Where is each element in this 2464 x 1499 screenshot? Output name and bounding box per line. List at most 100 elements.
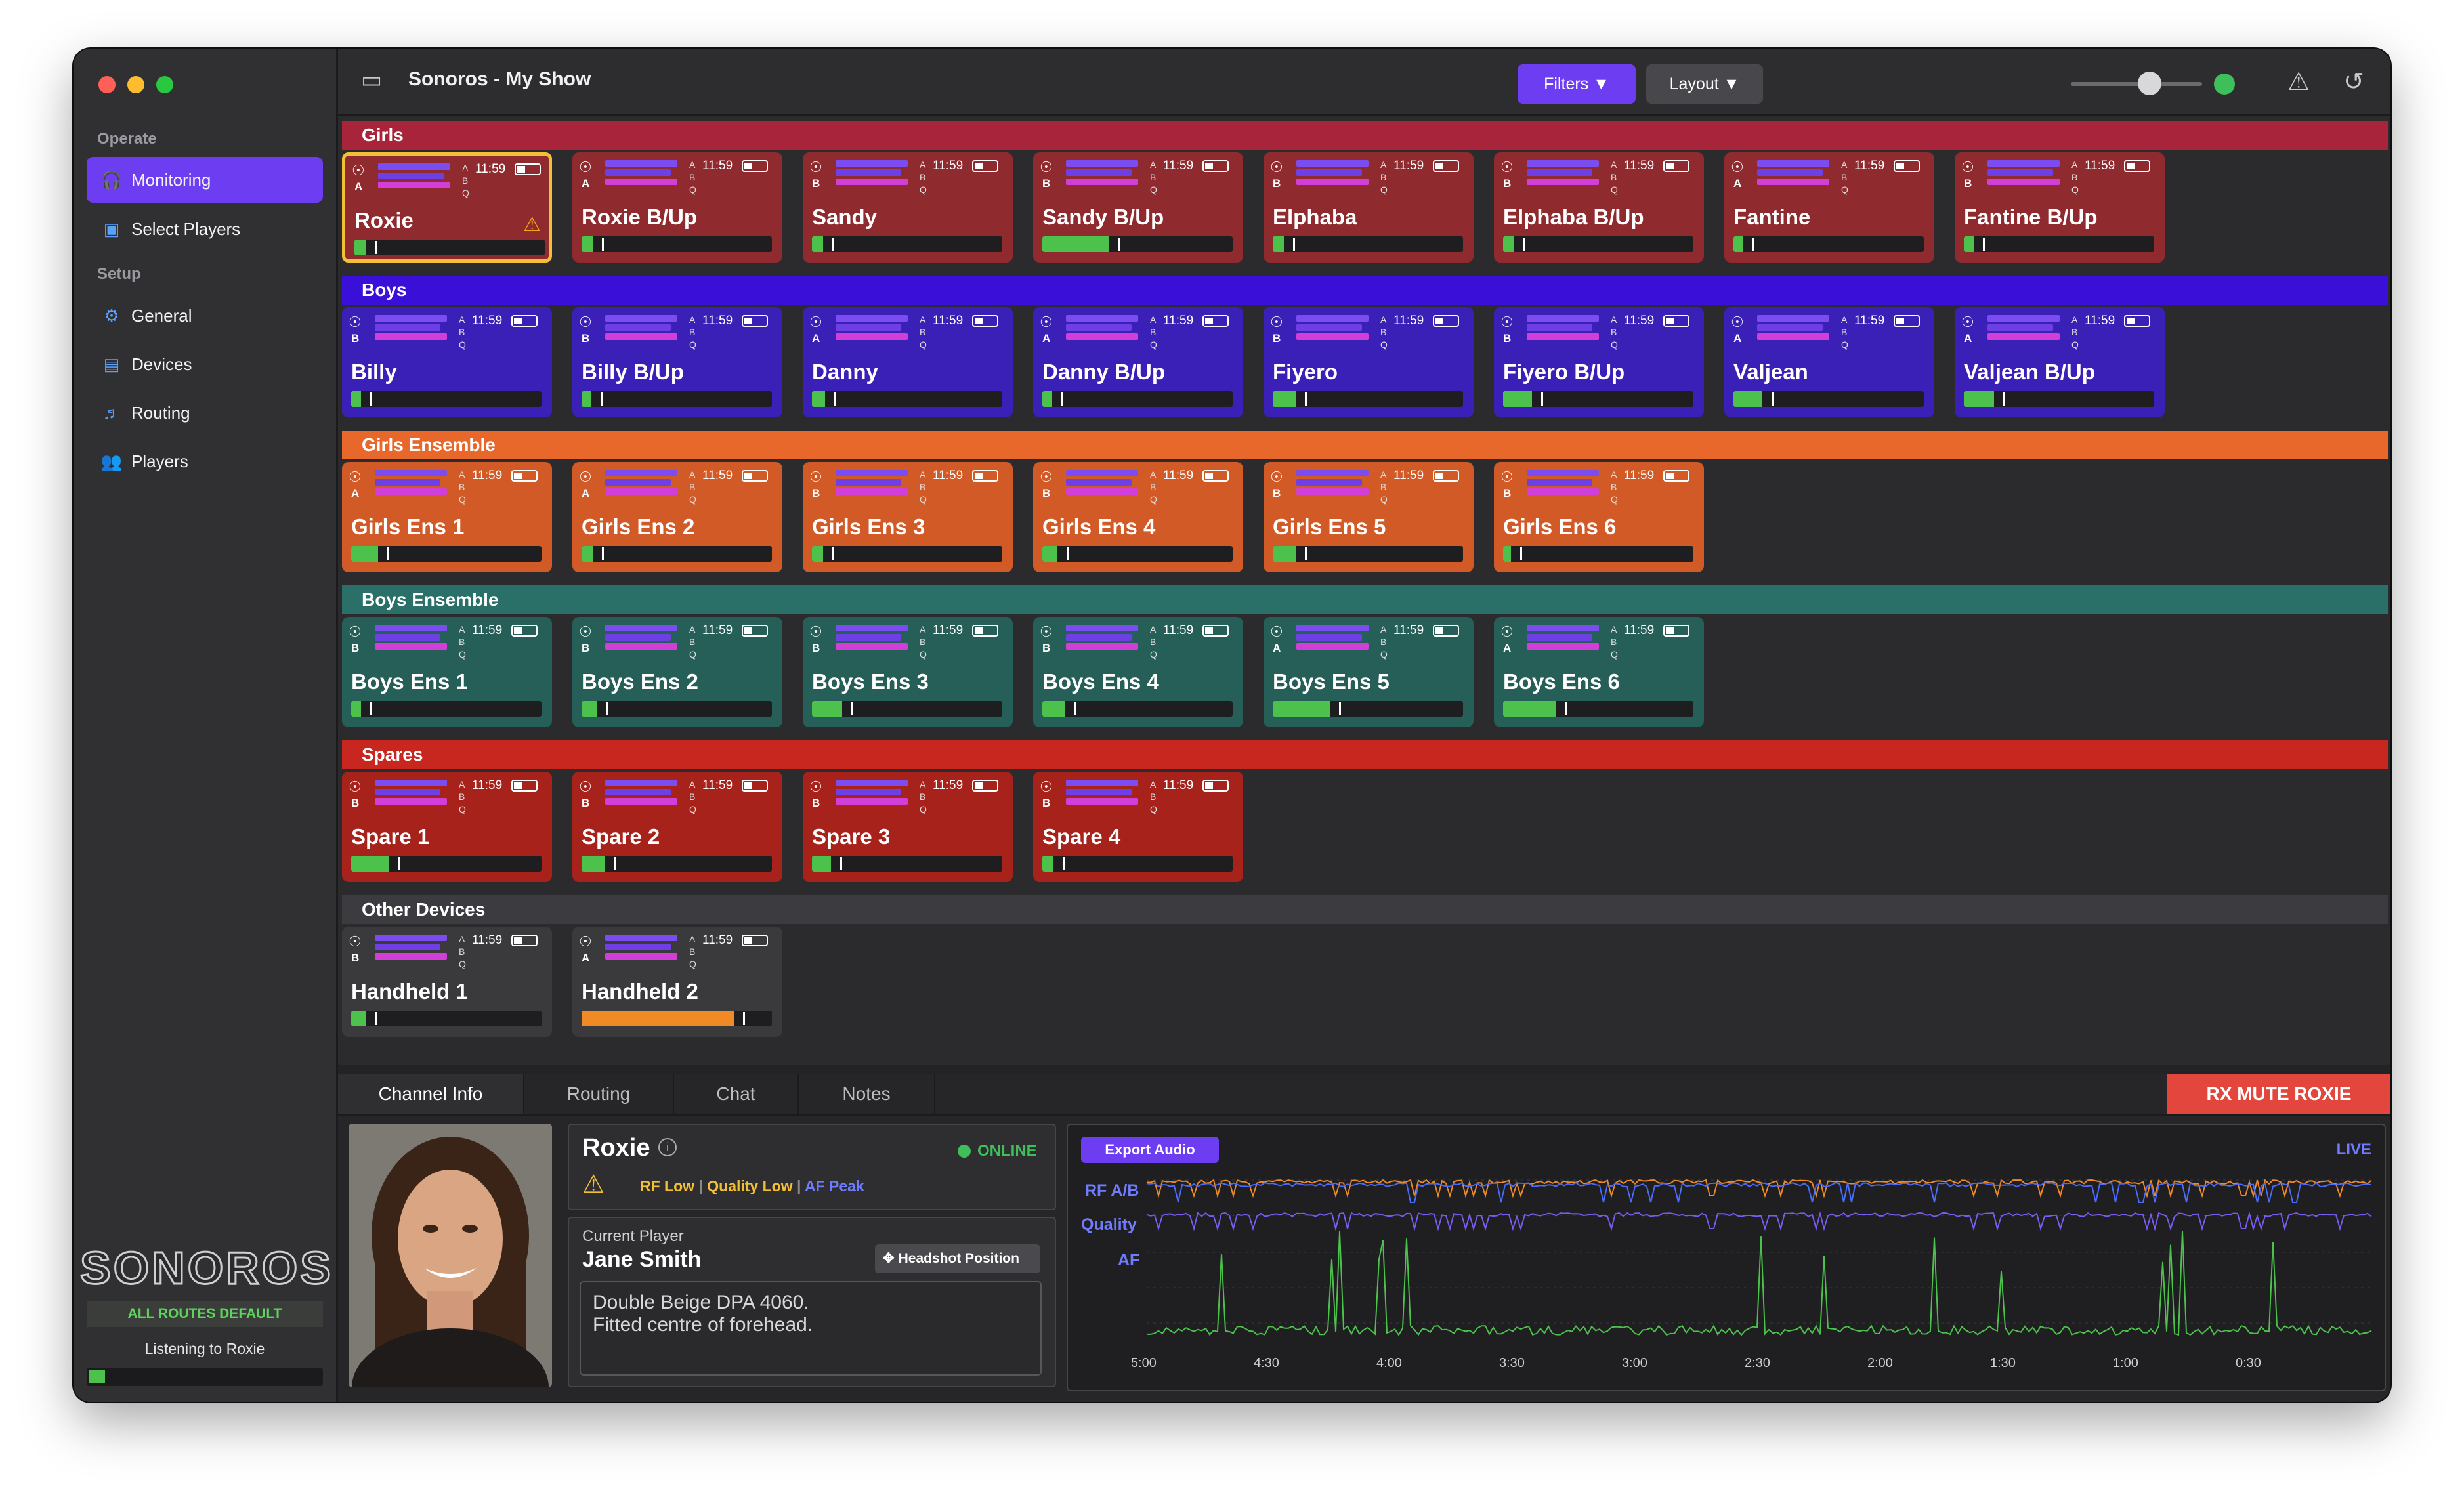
antenna-icon: ☉: [1040, 469, 1053, 485]
close-window-button[interactable]: [98, 76, 116, 93]
channel-card[interactable]: ☉ B A B Q 11:59 Fiyero B/Up: [1494, 307, 1704, 417]
zoom-slider[interactable]: [2071, 82, 2202, 86]
listening-label: Listening to Roxie: [144, 1340, 265, 1357]
channel-card[interactable]: ☉ A A B Q 11:59 Fantine: [1724, 152, 1934, 263]
group-header[interactable]: Other Devices: [342, 895, 2388, 924]
channel-card[interactable]: ☉ A A B Q 11:59 Valjean: [1724, 307, 1934, 417]
channel-card[interactable]: ☉ A A B Q 11:59 Valjean B/Up: [1955, 307, 2165, 417]
time-tick: 2:00: [1867, 1356, 1893, 1370]
battery-time: 11:59: [702, 159, 733, 173]
audio-meter: [1042, 236, 1233, 252]
channel-card[interactable]: ☉ B A B Q 11:59 Girls Ens 6: [1494, 462, 1704, 572]
time-tick: 4:30: [1254, 1356, 1279, 1370]
channel-card[interactable]: ☉ B A B Q 11:59 Billy B/Up: [572, 307, 782, 417]
channel-card[interactable]: ☉ A A B Q 11:59 Boys Ens 6: [1494, 617, 1704, 727]
group-header[interactable]: Boys Ensemble: [342, 585, 2388, 614]
sidebar-item-monitoring[interactable]: 🎧 Monitoring: [87, 157, 323, 203]
player-notes[interactable]: Double Beige DPA 4060. Fitted centre of …: [580, 1281, 1042, 1376]
channel-card[interactable]: ☉ B A B Q 11:59 Sandy: [803, 152, 1013, 263]
rx-mute-button[interactable]: RX MUTE ROXIE: [2167, 1074, 2390, 1114]
warning-icon: ⚠: [582, 1171, 605, 1198]
channel-card[interactable]: ☉ B A B Q 11:59 Spare 1: [342, 772, 552, 882]
channel-card[interactable]: ☉ B A B Q 11:59 Boys Ens 1: [342, 617, 552, 727]
filters-button[interactable]: Filters ▼: [1518, 64, 1636, 104]
channel-card[interactable]: ☉ B A B Q 11:59 Spare 3: [803, 772, 1013, 882]
diversity-indicator: B: [1273, 332, 1281, 345]
minimize-window-button[interactable]: [127, 76, 144, 93]
channel-card[interactable]: ☉ A A B Q 11:59 Boys Ens 5: [1264, 617, 1474, 727]
layout-button[interactable]: Layout ▼: [1646, 64, 1763, 104]
channel-card[interactable]: ☉ A A B Q 11:59 Girls Ens 2: [572, 462, 782, 572]
group-header[interactable]: Spares: [342, 740, 2388, 769]
channel-card[interactable]: ☉ A A B Q 11:59 Danny: [803, 307, 1013, 417]
channel-card[interactable]: ☉ B A B Q 11:59 Sandy B/Up: [1033, 152, 1243, 263]
channel-name: Girls Ens 2: [582, 515, 695, 539]
zoom-slider-knob[interactable]: [2138, 72, 2161, 95]
diversity-indicator: A: [351, 487, 360, 499]
battery-time: 11:59: [702, 469, 733, 482]
channel-card[interactable]: ☉ A A B Q 11:59 Roxie ⚠: [342, 152, 552, 263]
antenna-icon: ☉: [1040, 778, 1053, 795]
channel-card[interactable]: ☉ A A B Q 11:59 Girls Ens 1: [342, 462, 552, 572]
channel-card[interactable]: ☉ B A B Q 11:59 Billy: [342, 307, 552, 417]
sidebar-item-devices[interactable]: ▤ Devices: [87, 341, 323, 387]
channel-card[interactable]: ☉ B A B Q 11:59 Girls Ens 5: [1264, 462, 1474, 572]
battery-time: 11:59: [702, 623, 733, 637]
channel-card[interactable]: ☉ B A B Q 11:59 Spare 2: [572, 772, 782, 882]
sidebar-item-players[interactable]: 👥 Players: [87, 438, 323, 484]
export-audio-button[interactable]: Export Audio: [1081, 1137, 1219, 1163]
group-header[interactable]: Boys: [342, 276, 2388, 305]
abq-marks: A B Q: [459, 779, 466, 814]
sidebar-item-label: General: [131, 305, 192, 326]
channel-card[interactable]: ☉ B A B Q 11:59 Girls Ens 3: [803, 462, 1013, 572]
sidebar-item-general[interactable]: ⚙ General: [87, 293, 323, 339]
rf-bars: [1066, 780, 1145, 807]
channel-card[interactable]: ☉ B A B Q 11:59 Elphaba: [1264, 152, 1474, 263]
channel-card[interactable]: ☉ A A B Q 11:59 Danny B/Up: [1033, 307, 1243, 417]
group-header[interactable]: Girls: [342, 121, 2388, 150]
channel-card[interactable]: ☉ B A B Q 11:59 Boys Ens 3: [803, 617, 1013, 727]
audio-meter: [1273, 391, 1463, 407]
channel-card[interactable]: ☉ A A B Q 11:59 Roxie B/Up: [572, 152, 782, 263]
sidebar-toggle-icon[interactable]: ▭: [360, 68, 383, 93]
antenna-icon: ☉: [579, 623, 592, 640]
channel-card[interactable]: ☉ B A B Q 11:59 Fiyero: [1264, 307, 1474, 417]
channel-card[interactable]: ☉ B A B Q 11:59 Girls Ens 4: [1033, 462, 1243, 572]
diversity-indicator: B: [1042, 487, 1051, 499]
sidebar-item-routing[interactable]: ♬ Routing: [87, 390, 323, 436]
history-icon[interactable]: ↺: [2343, 68, 2364, 96]
channel-card[interactable]: ☉ B A B Q 11:59 Fantine B/Up: [1955, 152, 2165, 263]
channel-card[interactable]: ☉ A A B Q 11:59 Handheld 2: [572, 927, 782, 1037]
abq-marks: A B Q: [462, 163, 469, 198]
tab-channel-info[interactable]: Channel Info: [338, 1074, 524, 1114]
abq-marks: A B Q: [459, 624, 466, 660]
channel-card[interactable]: ☉ B A B Q 11:59 Elphaba B/Up: [1494, 152, 1704, 263]
tab-notes[interactable]: Notes: [799, 1074, 935, 1114]
tab-routing[interactable]: Routing: [524, 1074, 674, 1114]
battery-time: 11:59: [472, 314, 503, 327]
panel-splitter[interactable]: [338, 1065, 2390, 1074]
warning-icon[interactable]: ⚠: [2287, 68, 2310, 96]
abq-marks: A B Q: [1611, 624, 1618, 660]
channel-card[interactable]: ☉ B A B Q 11:59 Spare 4: [1033, 772, 1243, 882]
audio-meter: [351, 701, 542, 717]
rf-bars: [1066, 315, 1145, 343]
channel-card[interactable]: ☉ B A B Q 11:59 Handheld 1: [342, 927, 552, 1037]
audio-meter: [1503, 546, 1693, 562]
gear-icon: ⚙: [104, 305, 119, 326]
group-header[interactable]: Girls Ensemble: [342, 431, 2388, 459]
listen-meter: [87, 1368, 323, 1386]
zoom-window-button[interactable]: [156, 76, 173, 93]
battery-icon: [1433, 470, 1459, 482]
rf-bars: [605, 160, 684, 188]
sidebar-item-select-players[interactable]: ▣ Select Players: [87, 206, 323, 252]
headshot-position-button[interactable]: ✥ Headshot Position: [875, 1244, 1040, 1273]
channel-card[interactable]: ☉ B A B Q 11:59 Boys Ens 4: [1033, 617, 1243, 727]
abq-marks: A B Q: [459, 314, 466, 350]
channel-card[interactable]: ☉ B A B Q 11:59 Boys Ens 2: [572, 617, 782, 727]
battery-time: 11:59: [2085, 314, 2115, 327]
rf-bars: [1527, 470, 1605, 497]
channel-name: Valjean: [1733, 360, 1808, 384]
tab-chat[interactable]: Chat: [674, 1074, 799, 1114]
info-icon[interactable]: i: [658, 1138, 677, 1156]
